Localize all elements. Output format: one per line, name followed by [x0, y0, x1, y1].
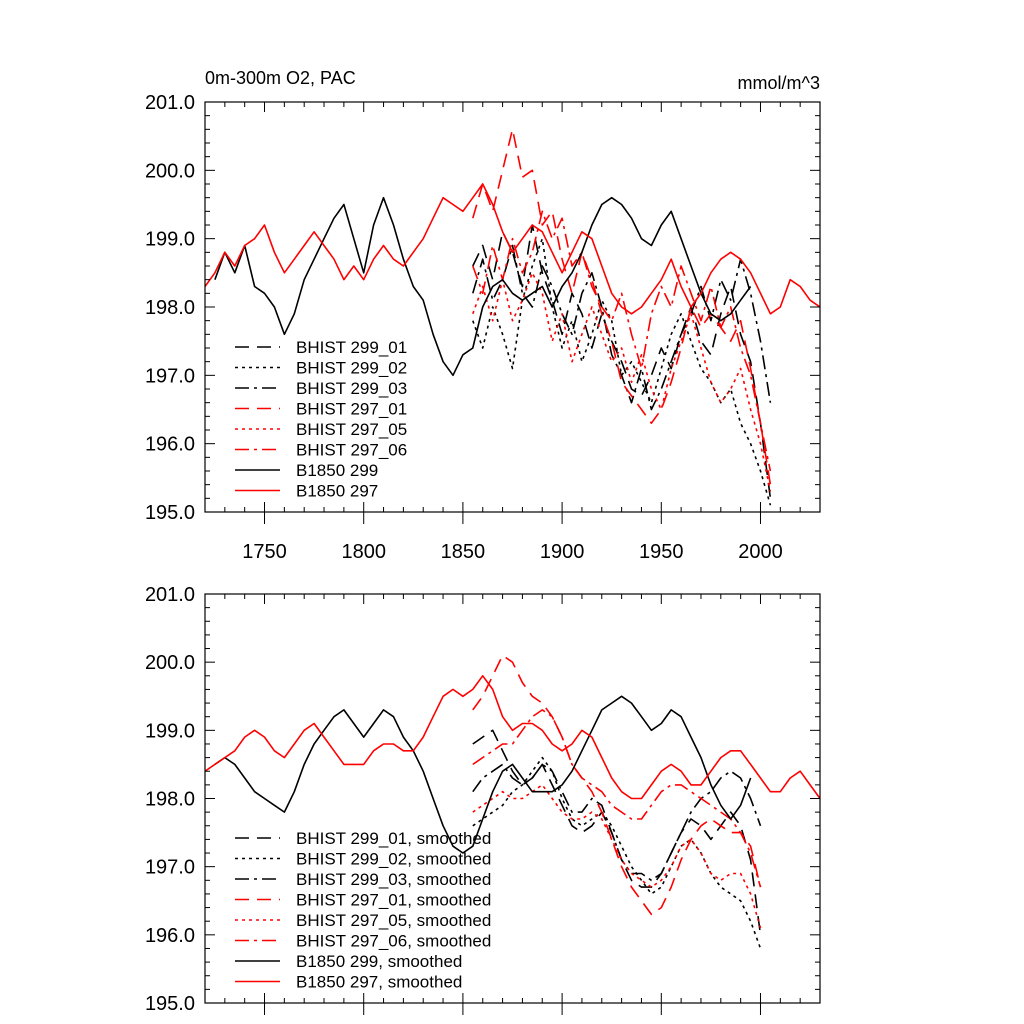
y-tick-label: 199.0 — [145, 229, 195, 251]
series-line-1 — [472, 224, 772, 499]
y-tick-label: 197.0 — [145, 365, 195, 387]
legend-label: BHIST 299_02 — [296, 359, 407, 378]
series-line-5 — [472, 271, 772, 492]
legend-label: BHIST 299_01 — [296, 338, 407, 357]
series-line-5 — [472, 784, 762, 929]
y-tick-label: 201.0 — [145, 92, 195, 114]
y-tick-label: 196.0 — [145, 434, 195, 456]
bottom-panel: 195.0 196.0 197.0 198.0 199.0 200.0 201.0 BHIST… — [145, 584, 821, 1015]
y-tick-label: 195.0 — [145, 993, 195, 1015]
series-line-7 — [214, 695, 752, 854]
legend-label: BHIST 299_03, smoothed — [296, 870, 491, 889]
legend-label: BHIST 299_03 — [296, 379, 407, 398]
legend-label: B1850 297 — [296, 482, 378, 501]
y-tick-label: 196.0 — [145, 925, 195, 947]
series-line-8 — [205, 674, 820, 800]
legend-label: BHIST 297_06 — [296, 441, 407, 460]
legend-label: BHIST 297_05, smoothed — [296, 911, 491, 930]
legend-label: B1850 297, smoothed — [296, 973, 462, 992]
y-tick-label: 197.0 — [145, 857, 195, 879]
x-tick-label: 2000 — [738, 541, 783, 563]
legend-label: BHIST 297_01 — [296, 400, 407, 419]
x-tick-label: 1900 — [540, 541, 585, 563]
legend-label: BHIST 299_02, smoothed — [296, 850, 491, 869]
y-tick-label: 195.0 — [145, 502, 195, 524]
series-line-8 — [205, 183, 820, 315]
series-line-2 — [472, 237, 772, 506]
series-line-3 — [472, 763, 762, 882]
x-tick-label: 1850 — [441, 541, 486, 563]
legend-label: B1850 299, smoothed — [296, 952, 462, 971]
legend: BHIST 299_01, smoothed BHIST 299_02, smoo… — [235, 829, 491, 992]
y-tick-label: 198.0 — [145, 789, 195, 811]
legend-label: BHIST 299_01, smoothed — [296, 829, 491, 848]
units-label: mmol/m^3 — [738, 73, 820, 93]
series-line-3 — [472, 244, 772, 411]
y-tick-label: 200.0 — [145, 652, 195, 674]
y-tick-label: 198.0 — [145, 297, 195, 319]
y-tick-label: 201.0 — [145, 584, 195, 606]
y-tick-label: 199.0 — [145, 720, 195, 742]
top-panel: 0m-300m O2, PAC mmol/m^3 195.0 196.0 197.0… — [145, 68, 821, 563]
series-line-7 — [214, 196, 752, 377]
legend-label: BHIST 297_01, smoothed — [296, 891, 491, 910]
y-tick-label: 200.0 — [145, 160, 195, 182]
legend-label: BHIST 297_06, smoothed — [296, 932, 491, 951]
x-tick-label: 1950 — [639, 541, 684, 563]
x-tick-label: 1800 — [341, 541, 386, 563]
series-line-6 — [472, 709, 762, 888]
series-line-4 — [472, 654, 762, 916]
legend-label: BHIST 297_05 — [296, 420, 407, 439]
series-line-2 — [472, 756, 762, 949]
x-tick-label: 1750 — [242, 541, 287, 563]
series-line-1 — [472, 729, 762, 935]
chart-title: 0m-300m O2, PAC — [205, 68, 356, 88]
legend-label: B1850 299 — [296, 461, 378, 480]
series-line-6 — [472, 210, 772, 472]
